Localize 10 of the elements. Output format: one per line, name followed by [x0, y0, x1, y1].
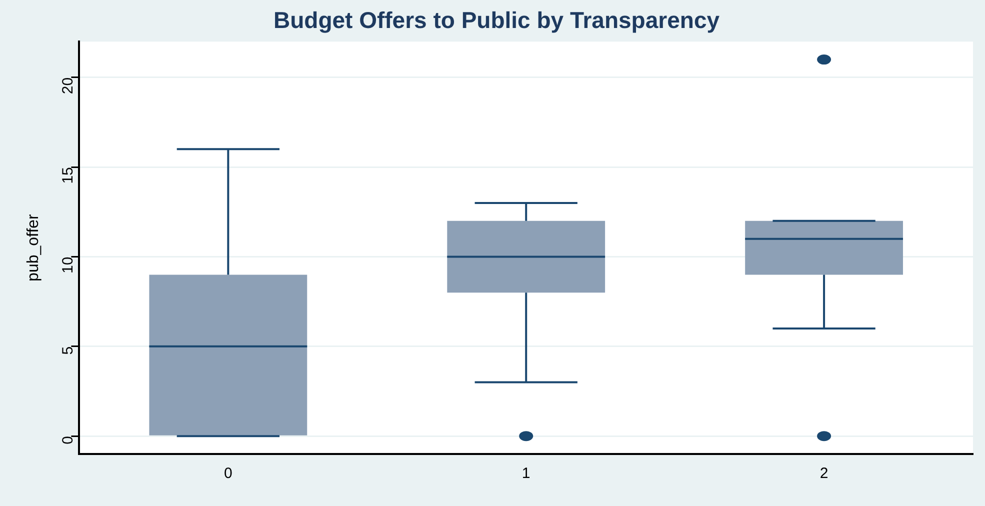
y-tick-label: 5 — [59, 346, 76, 355]
x-tick-label: 1 — [522, 465, 530, 482]
y-tick-label: 10 — [59, 256, 76, 274]
y-tick-label: 20 — [59, 77, 76, 94]
y-axis-title: pub_offer — [25, 213, 42, 282]
y-tick-label: 15 — [59, 167, 76, 184]
x-tick-label: 2 — [820, 465, 828, 482]
chart-title: Budget Offers to Public by Transparency — [273, 7, 720, 34]
y-tick-label: 0 — [59, 436, 76, 444]
x-tick-label: 0 — [224, 465, 232, 482]
